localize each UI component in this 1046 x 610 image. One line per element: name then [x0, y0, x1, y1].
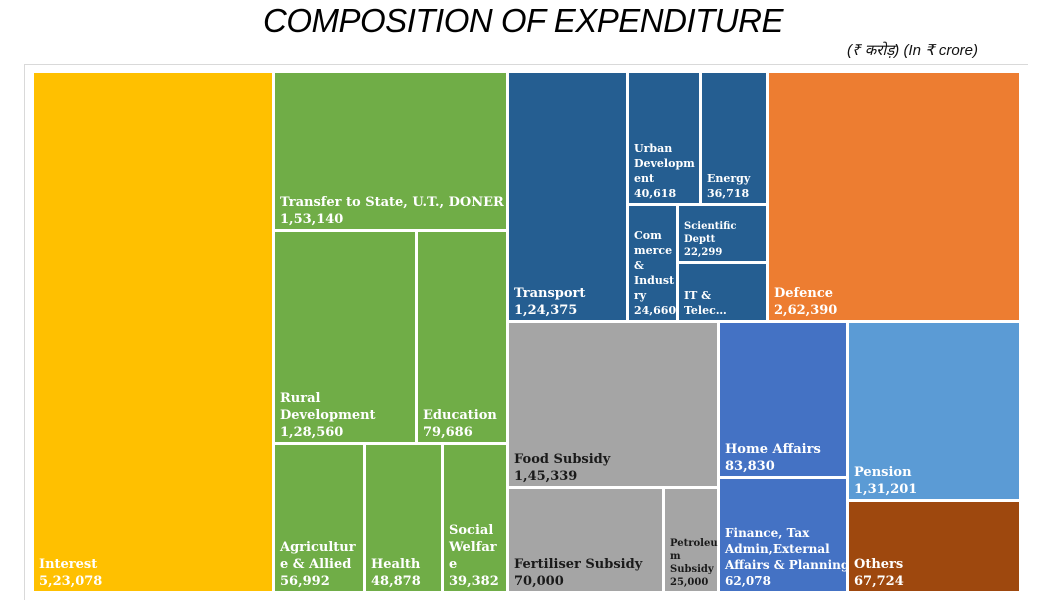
treemap-label-finance-tax-admin-external-affairs-planning: Admin,External [724, 542, 830, 556]
chart-title: COMPOSITION OF EXPENDITURE [263, 2, 783, 39]
treemap-label-agriculture-allied: e & Allied [280, 557, 351, 572]
treemap-tile-social-welfare [444, 445, 506, 591]
treemap-tile-education [418, 232, 506, 442]
treemap-value-interest: 5,23,078 [39, 574, 102, 589]
treemap-tile-interest [34, 73, 272, 591]
treemap-value-defence: 2,62,390 [774, 303, 837, 318]
treemap-label-scientific-deptt: Deptt [684, 234, 716, 245]
treemap-label-social-welfare: Welfar [448, 540, 497, 555]
treemap-label-commerce-industry: ry [634, 289, 647, 302]
treemap-label-scientific-deptt: Scientific [684, 221, 737, 232]
treemap-tile-finance-tax-admin-external-affairs-planning [720, 479, 846, 591]
treemap-label-home-affairs: Home Affairs [725, 442, 821, 457]
treemap-tile-urban-development [629, 73, 699, 203]
treemap-label-rural-development: Development [280, 408, 376, 423]
treemap-value-energy: 36,718 [707, 187, 749, 200]
treemap-label-food-subsidy: Food Subsidy [514, 452, 611, 467]
treemap-label-social-welfare: Social [449, 523, 493, 538]
treemap-label-agriculture-allied: Agricultur [279, 540, 356, 555]
treemap-value-scientific-deptt: 22,299 [684, 247, 722, 258]
treemap-tile-others [849, 502, 1019, 591]
treemap-label-petroleum-subsidy: Subsidy [670, 564, 715, 575]
treemap-value-fertiliser-subsidy: 70,000 [514, 574, 564, 589]
treemap-value-social-welfare: 39,382 [449, 574, 499, 589]
treemap-value-transport: 1,24,375 [514, 303, 577, 318]
treemap-value-education: 79,686 [423, 425, 473, 440]
treemap-tile-commerce-industry [629, 206, 676, 320]
treemap-label-commerce-industry: Indust [634, 274, 675, 287]
treemap-label-health: Health [371, 557, 421, 572]
treemap-label-finance-tax-admin-external-affairs-planning: Affairs & Planning [724, 558, 850, 572]
treemap-tile-scientific-deptt [679, 206, 766, 261]
treemap: Interest 5,23,078 Transfer to State, U.T.,… [34, 73, 1019, 591]
treemap-value-home-affairs: 83,830 [725, 459, 775, 474]
treemap-tile-fertiliser-subsidy [509, 489, 662, 591]
treemap-label-others: Others [854, 557, 903, 572]
treemap-label-petroleum-subsidy: m [670, 551, 681, 562]
treemap-label-interest: Interest [39, 557, 97, 572]
treemap-label-it-telecom: IT & [684, 289, 711, 302]
treemap-label-transport: Transport [514, 286, 585, 301]
treemap-label-transfer-to-state-u-t-doner: Transfer to State, U.T., DONER [280, 195, 504, 210]
treemap-value-urban-development: 40,618 [634, 187, 676, 200]
treemap-tile-transfer-to-state-u-t-doner [275, 73, 506, 229]
treemap-label-education: Education [423, 408, 497, 423]
treemap-tile-defence [769, 73, 1019, 320]
treemap-value-finance-tax-admin-external-affairs-planning: 62,078 [725, 574, 771, 588]
treemap-value-commerce-industry: 24,660 [634, 304, 676, 317]
treemap-label-commerce-industry: Com [634, 229, 662, 242]
treemap-tile-energy [702, 73, 766, 203]
treemap-value-food-subsidy: 1,45,339 [514, 469, 577, 484]
treemap-tile-health [366, 445, 441, 591]
treemap-label-urban-development: Developm [634, 157, 695, 170]
treemap-label-fertiliser-subsidy: Fertiliser Subsidy [514, 557, 643, 572]
treemap-tile-rural-development [275, 232, 415, 442]
treemap-tile-home-affairs [720, 323, 846, 476]
treemap-label-commerce-industry: & [634, 259, 644, 272]
treemap-tile-petroleum-subsidy [665, 489, 717, 591]
treemap-value-health: 48,878 [371, 574, 421, 589]
treemap-label-finance-tax-admin-external-affairs-planning: Finance, Tax [725, 526, 810, 540]
treemap-label-petroleum-subsidy: Petroleu [670, 538, 718, 549]
treemap-label-commerce-industry: merce [634, 244, 672, 257]
treemap-value-agriculture-allied: 56,992 [280, 574, 330, 589]
unit-note: (₹ करोड़) (In ₹ crore) [846, 42, 978, 59]
treemap-label-pension: Pension [854, 465, 912, 480]
treemap-value-petroleum-subsidy: 25,000 [670, 577, 708, 588]
treemap-frame: Interest 5,23,078 Transfer to State, U.T.,… [24, 64, 1028, 600]
treemap-tile-it-telecom [679, 264, 766, 320]
treemap-value-rural-development: 1,28,560 [280, 425, 343, 440]
treemap-value-pension: 1,31,201 [854, 482, 917, 497]
treemap-tile-pension [849, 323, 1019, 499]
treemap-value-transfer-to-state-u-t-doner: 1,53,140 [280, 212, 343, 227]
treemap-tile-agriculture-allied [275, 445, 363, 591]
treemap-label-rural-development: Rural [280, 391, 321, 406]
treemap-label-social-welfare: e [449, 557, 457, 572]
treemap-tile-food-subsidy [509, 323, 717, 486]
treemap-value-others: 67,724 [854, 574, 904, 589]
treemap-tile-transport [509, 73, 626, 320]
treemap-label-energy: Energy [707, 172, 751, 185]
treemap-label-urban-development: Urban [634, 142, 672, 155]
treemap-label-urban-development: ent [634, 172, 655, 185]
treemap-label-defence: Defence [774, 286, 833, 301]
treemap-label-it-telecom: Telec… [684, 304, 727, 317]
